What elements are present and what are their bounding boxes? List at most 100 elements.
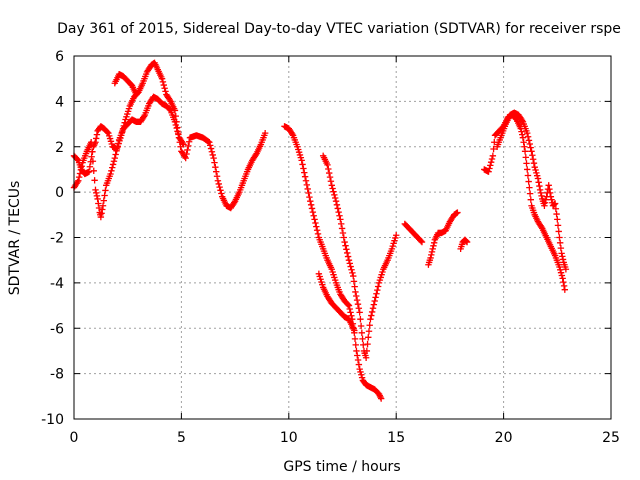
data-point — [171, 118, 179, 125]
data-point — [353, 296, 361, 304]
data-point — [74, 178, 81, 186]
data-point — [349, 269, 356, 277]
data-point — [92, 189, 100, 197]
y-tick-label: -2 — [50, 231, 64, 247]
data-point — [325, 165, 332, 173]
data-point — [358, 371, 365, 378]
data-point — [353, 292, 360, 300]
data-point — [552, 205, 560, 212]
data-point — [335, 208, 342, 216]
data-point — [92, 135, 100, 142]
data-point — [345, 256, 353, 264]
data-point — [75, 173, 83, 181]
data-point — [97, 213, 105, 221]
data-series-11 — [493, 109, 570, 273]
data-point — [340, 234, 347, 241]
data-point — [377, 395, 385, 402]
data-point — [529, 156, 537, 163]
data-point — [312, 219, 319, 227]
data-point — [488, 155, 496, 163]
data-point — [548, 196, 555, 203]
data-point — [339, 229, 347, 237]
data-point — [359, 335, 366, 343]
data-point — [521, 143, 528, 150]
data-point — [352, 341, 359, 349]
data-point — [107, 170, 114, 178]
data-point — [534, 175, 542, 182]
data-point — [364, 340, 371, 348]
data-point — [559, 275, 566, 282]
data-point — [527, 196, 535, 203]
data-point — [358, 329, 366, 336]
data-point — [545, 182, 552, 189]
data-point — [338, 220, 345, 228]
data-point — [533, 169, 540, 177]
data-point — [95, 200, 102, 207]
data-point — [368, 308, 376, 316]
data-point — [298, 157, 305, 164]
data-point — [556, 263, 563, 271]
data-point — [113, 147, 120, 155]
data-point — [371, 297, 378, 305]
data-point — [559, 253, 566, 260]
data-point — [350, 278, 358, 285]
data-point — [542, 196, 550, 203]
data-point — [313, 227, 321, 234]
data-point — [161, 85, 168, 92]
data-point — [304, 185, 311, 193]
data-point — [373, 290, 380, 297]
data-point — [206, 139, 213, 146]
y-tick-label: -4 — [50, 276, 64, 292]
data-series-8 — [425, 209, 461, 268]
data-point — [535, 179, 542, 186]
data-point — [99, 202, 107, 209]
data-point — [417, 237, 425, 245]
data-point — [347, 309, 354, 316]
y-tick-label: -6 — [50, 321, 64, 337]
data-point — [551, 200, 559, 207]
data-point — [158, 75, 166, 82]
data-series-9 — [457, 236, 471, 253]
axis-ticks: 0 5 10 15 20 25 -10 -8 -6 -4 -2 0 2 4 6 — [41, 49, 620, 446]
data-point — [531, 163, 538, 171]
data-point — [353, 347, 360, 355]
data-point — [98, 210, 105, 217]
data-point — [328, 182, 335, 189]
data-point — [351, 283, 358, 290]
data-point — [331, 194, 339, 202]
data-point — [427, 254, 434, 262]
data-point — [306, 193, 313, 201]
data-point — [355, 361, 363, 368]
data-point — [524, 172, 532, 179]
data-point — [358, 374, 366, 381]
data-point — [536, 182, 543, 190]
data-point — [454, 209, 461, 216]
data-point — [350, 272, 357, 280]
data-point — [78, 163, 85, 170]
y-tick-label: 4 — [55, 94, 64, 110]
data-point — [114, 144, 121, 151]
data-point — [418, 238, 426, 246]
data-point — [93, 131, 101, 138]
data-point — [305, 189, 312, 197]
data-point — [487, 162, 494, 169]
data-point — [300, 165, 307, 172]
x-axis-label: GPS time / hours — [283, 459, 400, 475]
data-point — [374, 283, 382, 290]
data-point — [557, 269, 565, 276]
data-point — [393, 232, 400, 239]
data-point — [100, 197, 108, 204]
data-points — [70, 59, 570, 402]
data-point — [218, 190, 225, 197]
data-point — [429, 245, 436, 253]
data-point — [360, 341, 367, 349]
data-point — [307, 201, 315, 209]
data-point — [557, 266, 564, 274]
data-point — [490, 145, 497, 153]
data-point — [368, 312, 375, 319]
data-point — [313, 223, 320, 230]
data-point — [356, 365, 363, 373]
data-point — [523, 160, 530, 167]
chart-title: Day 361 of 2015, Sidereal Day-to-day VTE… — [57, 21, 621, 37]
data-point — [337, 216, 344, 223]
